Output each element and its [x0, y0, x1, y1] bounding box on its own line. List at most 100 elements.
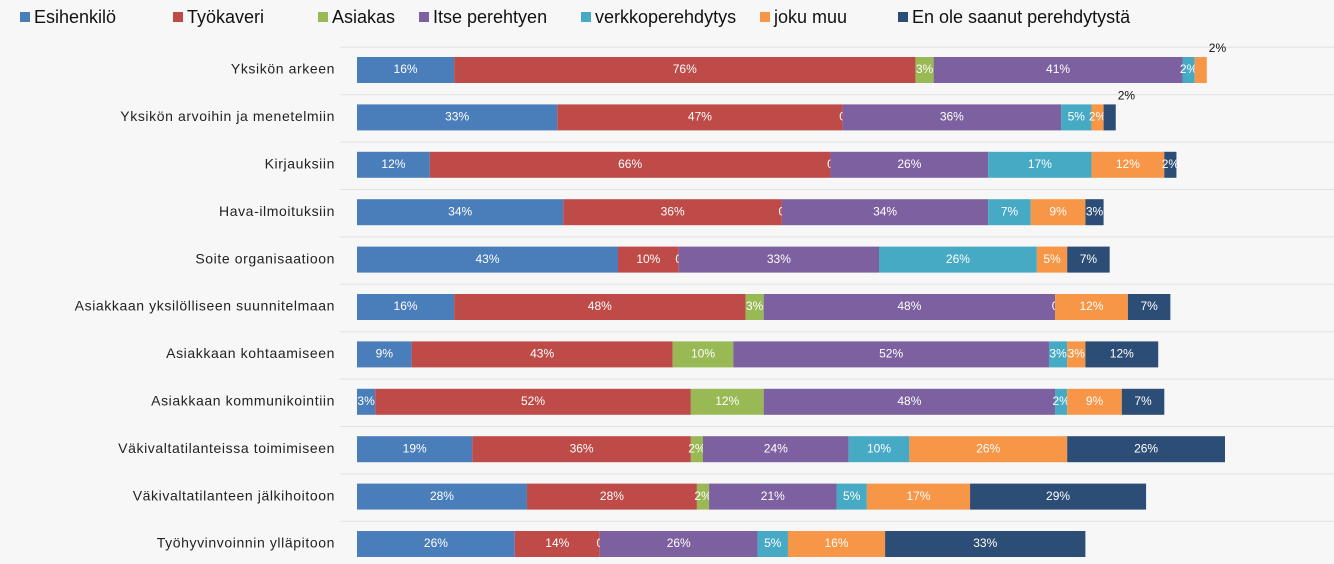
- bar-segment: [757, 531, 788, 557]
- data-label: 21%: [761, 489, 785, 503]
- legend-label: Asiakas: [332, 7, 395, 27]
- data-label: 5%: [843, 489, 861, 503]
- bar-segment: [1067, 436, 1225, 463]
- legend-swatch: [760, 12, 770, 22]
- bar-segment: [763, 388, 1056, 415]
- bar-segment: [1103, 104, 1116, 131]
- bar-segment: [1061, 104, 1092, 131]
- data-label: 43%: [475, 252, 499, 266]
- data-label: 52%: [521, 394, 545, 408]
- data-label: 12%: [1116, 157, 1140, 171]
- data-label: 2%: [694, 489, 712, 503]
- bar-segment: [1085, 341, 1159, 368]
- data-label: 7%: [1001, 204, 1019, 218]
- category-label: Väkivaltatilanteen jälkihoitoon: [133, 487, 335, 503]
- data-label: 12%: [1110, 347, 1134, 361]
- bar-segment: [454, 57, 916, 83]
- legend-swatch: [173, 12, 183, 22]
- bar-segment: [830, 151, 989, 178]
- data-label: 26%: [976, 441, 1000, 455]
- data-label: 26%: [424, 536, 448, 550]
- data-label: 12%: [381, 157, 405, 171]
- data-label: 10%: [691, 347, 715, 361]
- data-label: 33%: [767, 252, 791, 266]
- bar-segment: [988, 199, 1031, 226]
- category-label: Asiakkaan kohtaamiseen: [166, 345, 335, 361]
- data-label: 10%: [636, 252, 660, 266]
- data-label: 2%: [1089, 110, 1107, 124]
- data-label: 76%: [673, 62, 697, 76]
- data-label: 9%: [1086, 394, 1104, 408]
- legend-swatch: [898, 12, 908, 22]
- data-label: 16%: [825, 536, 849, 550]
- data-label: 7%: [1140, 299, 1158, 313]
- data-label: 12%: [1079, 299, 1103, 313]
- bar-segment: [915, 57, 934, 83]
- data-label: 2%: [1118, 89, 1136, 103]
- bar-segment: [357, 436, 473, 463]
- data-label: 26%: [1134, 441, 1158, 455]
- bar-segment: [763, 294, 1056, 320]
- bar-segment: [672, 341, 734, 368]
- bar-segment: [745, 294, 764, 320]
- bar-segment: [1067, 388, 1122, 415]
- data-label: 26%: [667, 536, 691, 550]
- bar-segment: [1164, 151, 1177, 178]
- legend-label: Työkaveri: [187, 7, 264, 27]
- bar-segment: [526, 483, 697, 510]
- bar-segment: [1091, 104, 1104, 131]
- data-label: 2%: [1209, 41, 1227, 55]
- data-label: 12%: [715, 394, 739, 408]
- data-label: 34%: [448, 204, 472, 218]
- category-label: Kirjauksiin: [265, 156, 335, 172]
- bar-segment: [357, 151, 430, 178]
- bar-segment: [1055, 388, 1068, 415]
- bar-segment: [357, 531, 515, 557]
- bar-segment: [836, 483, 867, 510]
- bar-segment: [970, 483, 1147, 510]
- data-label: 14%: [545, 536, 569, 550]
- data-label: 48%: [897, 299, 921, 313]
- data-label: 5%: [1043, 252, 1061, 266]
- category-label: Soite organisaatioon: [195, 250, 335, 266]
- legend-swatch: [581, 12, 591, 22]
- bar-segment: [357, 104, 558, 131]
- data-label: 34%: [873, 204, 897, 218]
- data-label: 33%: [973, 536, 997, 550]
- bar-segment: [1091, 151, 1165, 178]
- data-label: 16%: [394, 62, 418, 76]
- legend-swatch: [20, 12, 30, 22]
- bar-segment: [429, 151, 831, 178]
- data-label: 29%: [1046, 489, 1070, 503]
- category-label: Asiakkaan yksilölliseen suunnitelmaan: [75, 298, 335, 314]
- data-label: 17%: [1028, 157, 1052, 171]
- data-label: 7%: [1134, 394, 1152, 408]
- data-label: 5%: [764, 536, 782, 550]
- data-label: 48%: [588, 299, 612, 313]
- data-label: 2%: [1180, 62, 1198, 76]
- bar-segment: [357, 388, 376, 415]
- data-label: 3%: [746, 299, 764, 313]
- legend-swatch: [318, 12, 328, 22]
- data-label: 9%: [1049, 204, 1067, 218]
- bar-segment: [879, 246, 1037, 273]
- legend-label: joku muu: [773, 7, 847, 27]
- data-label: 36%: [570, 441, 594, 455]
- legend-label: Esihenkilö: [34, 7, 116, 27]
- bar-segment: [842, 104, 1062, 131]
- data-label: 7%: [1080, 252, 1098, 266]
- data-label: 9%: [376, 347, 394, 361]
- bar-segment: [357, 246, 619, 273]
- bar-segment: [848, 436, 910, 463]
- bar-segment: [885, 531, 1086, 557]
- bar-segment: [411, 341, 673, 368]
- data-label: 43%: [530, 347, 554, 361]
- data-label: 10%: [867, 441, 891, 455]
- category-label: Yksikön arkeen: [231, 61, 335, 77]
- bar-segment: [866, 483, 971, 510]
- bar-segment: [557, 104, 843, 131]
- bar-segment: [1030, 199, 1086, 226]
- bar-segment: [678, 246, 880, 273]
- data-label: 16%: [394, 299, 418, 313]
